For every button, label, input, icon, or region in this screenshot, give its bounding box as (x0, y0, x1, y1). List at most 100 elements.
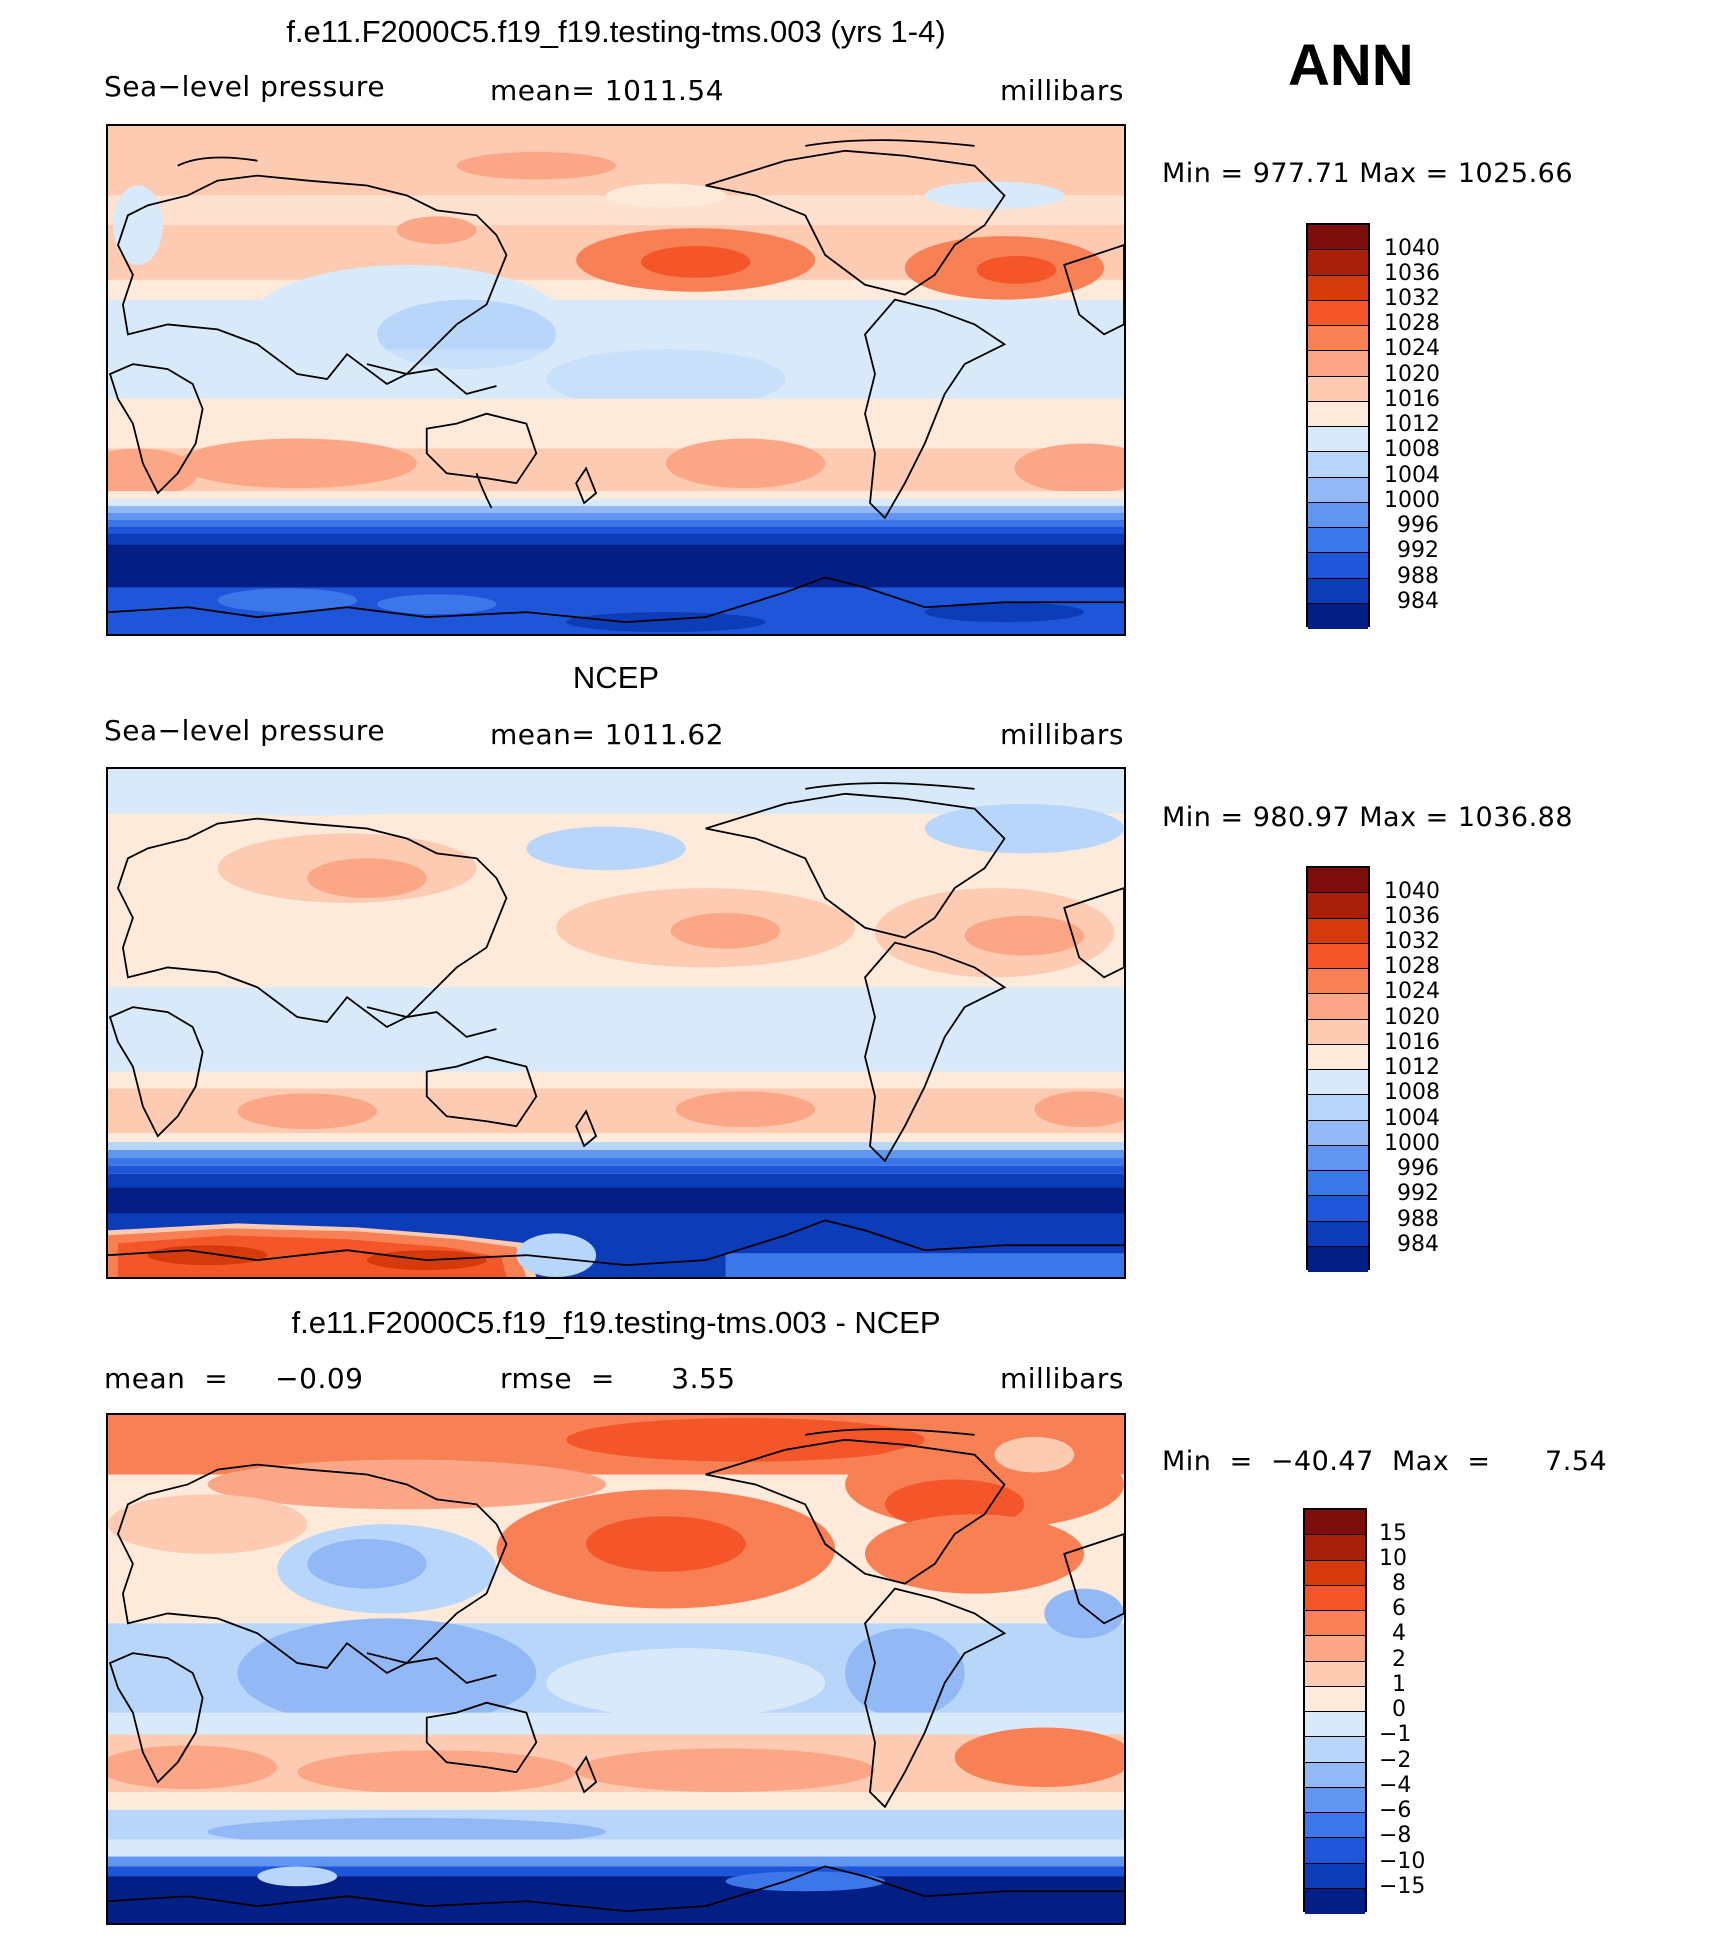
panel-2-minmax: Min = 980.97 Max = 1036.88 (1162, 802, 1574, 833)
panel-3-colorbar-swatch (1305, 1611, 1365, 1637)
panel-1-colorbar-swatch (1308, 528, 1368, 554)
panel-3-colorbar-label: −15 (1379, 1874, 1426, 1899)
panel-1-colorbar-swatch (1308, 502, 1368, 528)
panel-2-colorbar (1306, 866, 1370, 1272)
panel-1-colorbar-swatch (1308, 427, 1368, 453)
panel-1-colorbar-label: 1032 (1384, 286, 1440, 311)
panel-2-colorbar-label: 1024 (1384, 979, 1440, 1004)
panel-2-colorbar-label: 1000 (1384, 1131, 1440, 1156)
panel-1-colorbar-swatch (1308, 603, 1368, 629)
panel-3-colorbar-label: −6 (1379, 1798, 1412, 1823)
panel-1-colorbar-swatch (1308, 477, 1368, 503)
panel-3-colorbar (1303, 1508, 1367, 1914)
panel-2-colorbar-swatch (1308, 1120, 1368, 1146)
panel-1-colorbar-swatch (1308, 326, 1368, 352)
panel-2-variable-label: Sea−level pressure (104, 714, 386, 747)
panel-2-units-label: millibars (1000, 718, 1124, 751)
panel-2-colorbar-label: 996 (1397, 1156, 1439, 1181)
panel-1-colorbar-swatch (1308, 376, 1368, 402)
panel-1-colorbar-swatch (1308, 401, 1368, 427)
panel-3-mean-label: mean = −0.09 (104, 1362, 364, 1395)
panel-2-colorbar-swatch (1308, 1171, 1368, 1197)
panel-3-colorbar-swatch (1305, 1888, 1365, 1914)
panel-2-colorbar-swatch (1308, 1145, 1368, 1171)
panel-2-colorbar-swatch (1308, 1246, 1368, 1272)
panel-1-colorbar-label: 996 (1397, 513, 1439, 538)
panel-1-colorbar-label: 1036 (1384, 261, 1440, 286)
panel-3-colorbar-label: 0 (1392, 1697, 1406, 1722)
panel-3-colorbar-label: −4 (1379, 1773, 1412, 1798)
panel-3-minmax: Min = −40.47 Max = 7.54 (1162, 1446, 1608, 1477)
panel-3-colorbar-swatch (1305, 1838, 1365, 1864)
panel-1-mean-label: mean= 1011.54 (490, 74, 725, 107)
panel-2-colorbar-swatch (1308, 868, 1368, 894)
panel-3-colorbar-swatch (1305, 1787, 1365, 1813)
panel-1-colorbar-label: 1040 (1384, 236, 1440, 261)
panel-2-colorbar-swatch (1308, 969, 1368, 995)
panel-2-colorbar-swatch (1308, 1044, 1368, 1070)
panel-3-map-field (108, 1415, 1124, 1923)
panel-2-colorbar-swatch (1308, 1221, 1368, 1247)
panel-2-colorbar-label: 1032 (1384, 929, 1440, 954)
panel-3-colorbar-swatch (1305, 1686, 1365, 1712)
panel-3-colorbar-label: −10 (1379, 1849, 1426, 1874)
panel-1-colorbar-label: 992 (1397, 538, 1439, 563)
panel-2-map (106, 767, 1126, 1279)
panel-1-colorbar-swatch (1308, 578, 1368, 604)
panel-2-colorbar-label: 1016 (1384, 1030, 1440, 1055)
panel-1-map (106, 124, 1126, 636)
panel-1-colorbar-label: 1008 (1384, 437, 1440, 462)
panel-1-colorbar-swatch (1308, 351, 1368, 377)
panel-1-colorbar-swatch (1308, 250, 1368, 276)
panel-1-colorbar-label: 1004 (1384, 463, 1440, 488)
panel-3-colorbar-label: 10 (1379, 1546, 1407, 1571)
panel-2-colorbar-label: 1020 (1384, 1005, 1440, 1030)
panel-3-units-label: millibars (1000, 1362, 1124, 1395)
panel-1-colorbar-swatch (1308, 452, 1368, 478)
panel-3-colorbar-label: −2 (1379, 1748, 1412, 1773)
panel-3-colorbar-swatch (1305, 1535, 1365, 1561)
panel-2-colorbar-label: 1012 (1384, 1055, 1440, 1080)
panel-2-colorbar-label: 1008 (1384, 1080, 1440, 1105)
panel-3-colorbar-label: −1 (1379, 1722, 1412, 1747)
panel-2-colorbar-label: 992 (1397, 1181, 1439, 1206)
panel-2-colorbar-label: 1004 (1384, 1106, 1440, 1131)
panel-3-colorbar-swatch (1305, 1560, 1365, 1586)
panel-2-colorbar-swatch (1308, 994, 1368, 1020)
panel-2-colorbar-swatch (1308, 918, 1368, 944)
panel-1-colorbar-label: 1000 (1384, 488, 1440, 513)
panel-3-colorbar-label: 15 (1379, 1521, 1407, 1546)
panel-3-map (106, 1413, 1126, 1925)
panel-3-colorbar-label: −8 (1379, 1823, 1412, 1848)
panel-3-rmse-label: rmse = 3.55 (500, 1362, 736, 1395)
panel-3-colorbar-swatch (1305, 1737, 1365, 1763)
panel-2-colorbar-swatch (1308, 893, 1368, 919)
panel-2-colorbar-swatch (1308, 1095, 1368, 1121)
panel-3-colorbar-label: 6 (1392, 1596, 1406, 1621)
panel-3-colorbar-swatch (1305, 1636, 1365, 1662)
panel-3-colorbar-swatch (1305, 1712, 1365, 1738)
panel-1-colorbar-label: 1020 (1384, 362, 1440, 387)
panel-2-colorbar-label: 1028 (1384, 954, 1440, 979)
panel-2-title: NCEP (572, 660, 660, 695)
panel-2-colorbar-label: 984 (1397, 1232, 1439, 1257)
panel-1-map-field (108, 126, 1124, 634)
panel-3-title: f.e11.F2000C5.f19_f19.testing-tms.003 - … (291, 1305, 941, 1340)
panel-1-colorbar-label: 988 (1397, 564, 1439, 589)
panel-1-colorbar-label: 1028 (1384, 311, 1440, 336)
panel-1-colorbar-label: 1024 (1384, 336, 1440, 361)
panel-1-units-label: millibars (1000, 74, 1124, 107)
panel-3-colorbar-label: 4 (1392, 1621, 1406, 1646)
panel-3-colorbar-label: 2 (1392, 1647, 1406, 1672)
panel-2-colorbar-swatch (1308, 1019, 1368, 1045)
panel-1-colorbar-swatch (1308, 300, 1368, 326)
panel-3-colorbar-label: 8 (1392, 1571, 1406, 1596)
panel-2-map-field (108, 769, 1124, 1277)
panel-2-colorbar-swatch (1308, 943, 1368, 969)
panel-1-variable-label: Sea−level pressure (104, 70, 386, 103)
panel-1-colorbar (1306, 223, 1370, 629)
panel-1-colorbar-label: 984 (1397, 589, 1439, 614)
panel-3-colorbar-swatch (1305, 1863, 1365, 1889)
panel-1-colorbar-label: 1016 (1384, 387, 1440, 412)
panel-3-colorbar-swatch (1305, 1661, 1365, 1687)
